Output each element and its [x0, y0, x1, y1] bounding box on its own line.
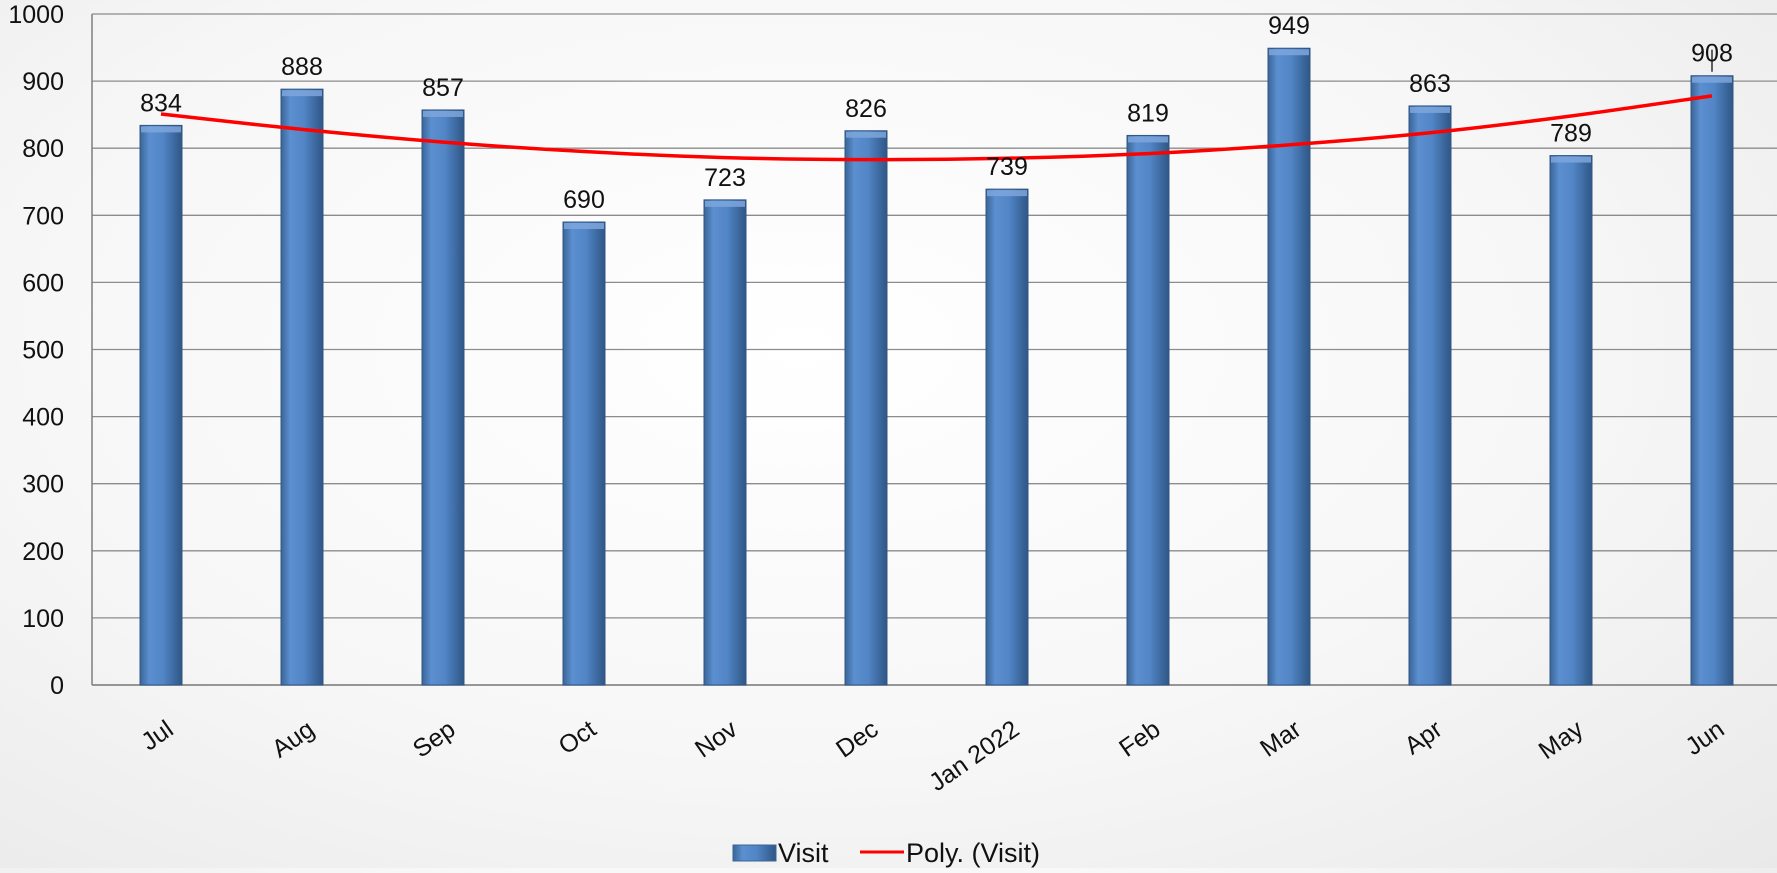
x-tick-label-apr: Apr: [1400, 715, 1448, 760]
x-tick-label-sep: Sep: [408, 715, 460, 763]
data-label-mar: 949: [1268, 12, 1310, 40]
bar-cap-jun: [1692, 76, 1732, 83]
y-tick-label-400: 400: [22, 404, 64, 432]
bar-sep: [421, 109, 465, 686]
bar-cap-jul: [141, 126, 181, 133]
grid-lines: [92, 13, 1777, 686]
y-tick-label-0: 0: [50, 672, 64, 700]
bar-cap-mar: [1269, 49, 1309, 56]
x-tick-label-oct: Oct: [554, 715, 602, 760]
x-tick-label-jan-2022: Jan 2022: [924, 715, 1024, 797]
legend-visit-swatch: [732, 844, 777, 862]
data-label-aug: 888: [281, 53, 323, 81]
x-tick-label-mar: Mar: [1255, 715, 1306, 763]
x-tick-label-jun: Jun: [1680, 715, 1729, 761]
data-label-jan-2022: 739: [986, 153, 1028, 181]
y-tick-label-300: 300: [22, 471, 64, 499]
data-label-may: 789: [1550, 120, 1592, 148]
bar-nov: [703, 199, 747, 686]
bar-apr: [1408, 105, 1452, 686]
y-tick-label-500: 500: [22, 337, 64, 365]
bar-feb: [1126, 134, 1170, 686]
x-tick-label-aug: Aug: [267, 715, 319, 763]
data-label-jul: 834: [140, 89, 182, 117]
data-label-dec: 826: [845, 95, 887, 123]
bar-cap-dec: [846, 131, 886, 138]
data-label-feb: 819: [1127, 99, 1169, 127]
bar-cap-sep: [423, 110, 463, 117]
bars: [139, 47, 1734, 686]
bar-mar: [1267, 47, 1311, 686]
x-tick-label-jul: Jul: [136, 715, 178, 756]
bar-jul: [139, 124, 183, 686]
axes: [91, 14, 1777, 686]
y-axis-tick-labels: 0 100 200 300 400 500 600 700 800 900 1000: [8, 1, 64, 700]
x-tick-label-feb: Feb: [1114, 715, 1165, 763]
y-tick-label-900: 900: [22, 68, 64, 96]
legend-visit-label: Visit: [778, 838, 829, 868]
bar-jun: [1690, 75, 1734, 686]
bar-cap-jan-2022: [987, 190, 1027, 197]
y-tick-label-200: 200: [22, 538, 64, 566]
data-label-sep: 857: [422, 74, 464, 102]
legend: Visit Poly. (Visit): [732, 838, 1040, 868]
x-tick-label-nov: Nov: [690, 715, 743, 764]
bar-aug: [280, 88, 324, 686]
y-tick-label-1000: 1000: [8, 1, 64, 29]
legend-trendline-label: Poly. (Visit): [906, 838, 1040, 868]
trendline: [160, 94, 1713, 162]
y-tick-label-800: 800: [22, 135, 64, 163]
y-tick-label-600: 600: [22, 269, 64, 297]
bar-cap-oct: [564, 223, 604, 230]
bar-cap-feb: [1128, 136, 1168, 143]
data-label-apr: 863: [1409, 70, 1451, 98]
bar-cap-apr: [1410, 106, 1450, 113]
bar-oct: [562, 221, 606, 686]
bar-cap-nov: [705, 200, 745, 207]
x-tick-label-may: May: [1534, 715, 1589, 765]
bar-cap-may: [1551, 156, 1591, 163]
bar-jan-2022: [985, 188, 1029, 686]
y-tick-label-700: 700: [22, 202, 64, 230]
bar-dec: [844, 130, 888, 686]
data-label-oct: 690: [563, 186, 605, 214]
x-tick-label-dec: Dec: [831, 715, 883, 763]
bar-cap-aug: [282, 90, 322, 97]
y-tick-label-100: 100: [22, 605, 64, 633]
poly-trendline: [160, 94, 1713, 162]
x-axis-category-labels: Jul Aug Sep Oct Nov Dec Jan 2022 Feb Mar Apr May Ju…: [136, 715, 1729, 797]
data-label-nov: 723: [704, 164, 746, 192]
bar-may: [1549, 155, 1593, 686]
